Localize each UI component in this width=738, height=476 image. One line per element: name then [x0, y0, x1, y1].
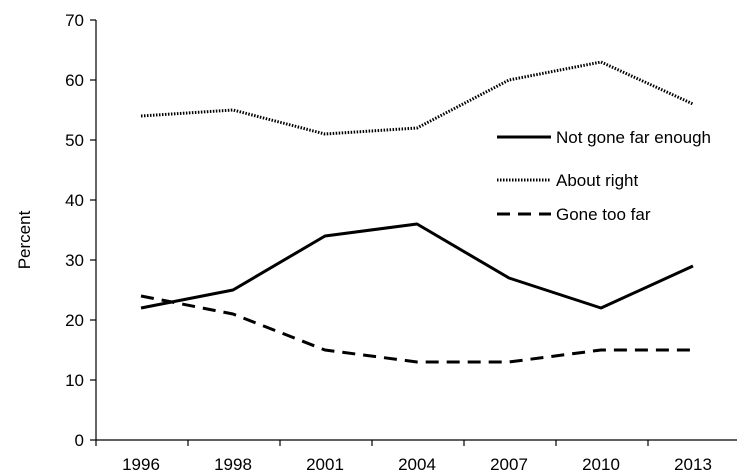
y-tick-label: 20: [65, 311, 84, 330]
y-tick-label: 10: [65, 371, 84, 390]
y-tick-label: 60: [65, 71, 84, 90]
x-tick-label: 2007: [490, 455, 528, 474]
y-tick-label: 70: [65, 11, 84, 30]
legend-label-0: Not gone far enough: [556, 128, 711, 147]
y-tick-label: 0: [75, 431, 84, 450]
series-line-0: [140, 222, 694, 310]
x-tick-label: 2010: [582, 455, 620, 474]
legend: Not gone far enough About right Gone too f…: [497, 128, 711, 224]
legend-label-1: About right: [556, 171, 638, 190]
x-tick-label: 1998: [214, 455, 252, 474]
series-lines: [140, 60, 694, 364]
x-tick-label: 2001: [306, 455, 344, 474]
x-tick-label: 2004: [398, 455, 436, 474]
x-tick-label: 1996: [122, 455, 160, 474]
y-tick-label: 40: [65, 191, 84, 210]
y-axis-ticks: 0 10 20 30 40 50 60 70: [65, 11, 96, 450]
legend-label-2: Gone too far: [556, 205, 651, 224]
y-axis-title: Percent: [15, 210, 34, 269]
y-tick-label: 50: [65, 131, 84, 150]
series-line-2: [140, 294, 693, 364]
x-axis-ticks: 1996 1998 2001 2004 2007 2010 2013: [95, 440, 712, 474]
series-line-1: [140, 60, 694, 136]
x-tick-label: 2013: [674, 455, 712, 474]
axes: [95, 20, 737, 441]
y-tick-label: 30: [65, 251, 84, 270]
